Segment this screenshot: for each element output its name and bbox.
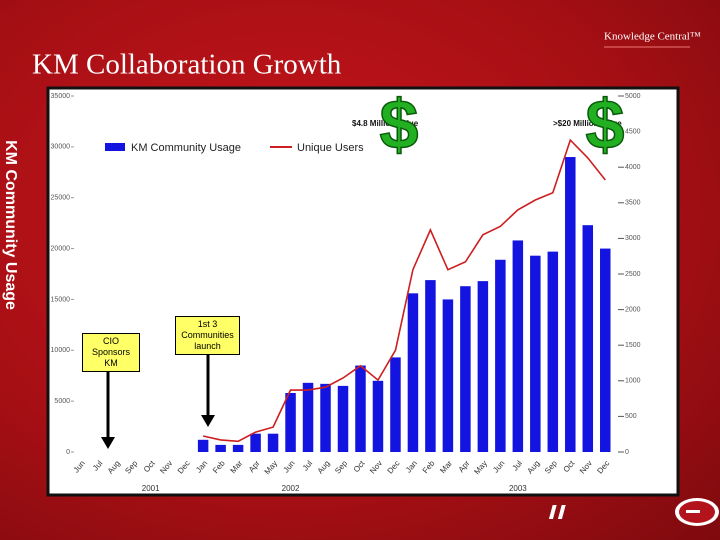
y-tick-label: 10000 [51, 347, 71, 354]
bar [355, 365, 366, 452]
note-box: CIO Sponsors KM [82, 333, 140, 372]
y2-axis-title: Unique Users [660, 173, 677, 276]
y-tick-label: 30000 [51, 144, 71, 151]
bar [565, 157, 576, 452]
y2-tick-label: 5000 [625, 93, 641, 100]
bar [407, 293, 419, 452]
y2-tick-label: 4000 [625, 164, 641, 171]
chart-title: KM Collaboration Growth [32, 49, 342, 81]
legend: KM Community Usage Unique Users [105, 142, 364, 154]
y2-tick-label: 1000 [625, 378, 641, 385]
y2-tick-label: 3500 [625, 200, 641, 207]
y2-tick-label: 2500 [625, 271, 641, 278]
brand: Knowledge Central™ [604, 31, 701, 43]
bar [250, 433, 261, 452]
y2-tick-label: 1500 [625, 342, 641, 349]
legend-label: KM Community Usage [131, 142, 241, 154]
y-tick-label: 0 [66, 449, 70, 456]
bar [197, 439, 209, 452]
bar [600, 248, 611, 452]
y-axis-title: KM Community Usage [2, 140, 19, 310]
bar [582, 225, 594, 452]
y2-tick-label: 0 [625, 449, 629, 456]
bar [460, 286, 471, 452]
y2-tick-label: 3000 [625, 235, 641, 242]
bar [495, 259, 506, 452]
dollar-icon: $ [586, 85, 625, 163]
y-tick-label: 25000 [51, 195, 71, 202]
arrow-head [101, 437, 115, 449]
legend-swatch [105, 143, 125, 151]
bar [477, 281, 489, 452]
bar [215, 444, 226, 452]
y-tick-label: 15000 [51, 296, 71, 303]
dollar-icon: $ [380, 85, 419, 163]
arrow-head [201, 415, 215, 427]
bar [232, 444, 244, 452]
y-tick-label: 35000 [51, 93, 71, 100]
bar [302, 382, 314, 452]
line [202, 138, 606, 443]
bar [372, 380, 384, 452]
logo [548, 498, 719, 526]
bar [442, 299, 454, 452]
bar [337, 385, 349, 452]
year-label: 2003 [509, 484, 527, 493]
year-label: 2001 [142, 484, 160, 493]
y2-tick-label: 4500 [625, 128, 641, 135]
y2-tick-label: 2000 [625, 306, 641, 313]
annotation: $4.8 Million Value [352, 119, 419, 128]
y2-tick-label: 500 [625, 413, 637, 420]
bar [512, 240, 524, 452]
bar [285, 393, 296, 452]
bar [547, 251, 559, 452]
bar [530, 255, 541, 452]
bar [267, 433, 279, 452]
note-box: 1st 3 Communities launch [175, 316, 240, 355]
bar [390, 357, 401, 452]
y-tick-label: 5000 [54, 398, 70, 405]
year-label: 2002 [282, 484, 300, 493]
annotation: >$20 Million Value [553, 119, 622, 128]
bar [425, 280, 436, 452]
legend-label: Unique Users [297, 142, 364, 154]
bar [320, 383, 331, 452]
y-tick-label: 20000 [51, 245, 71, 252]
